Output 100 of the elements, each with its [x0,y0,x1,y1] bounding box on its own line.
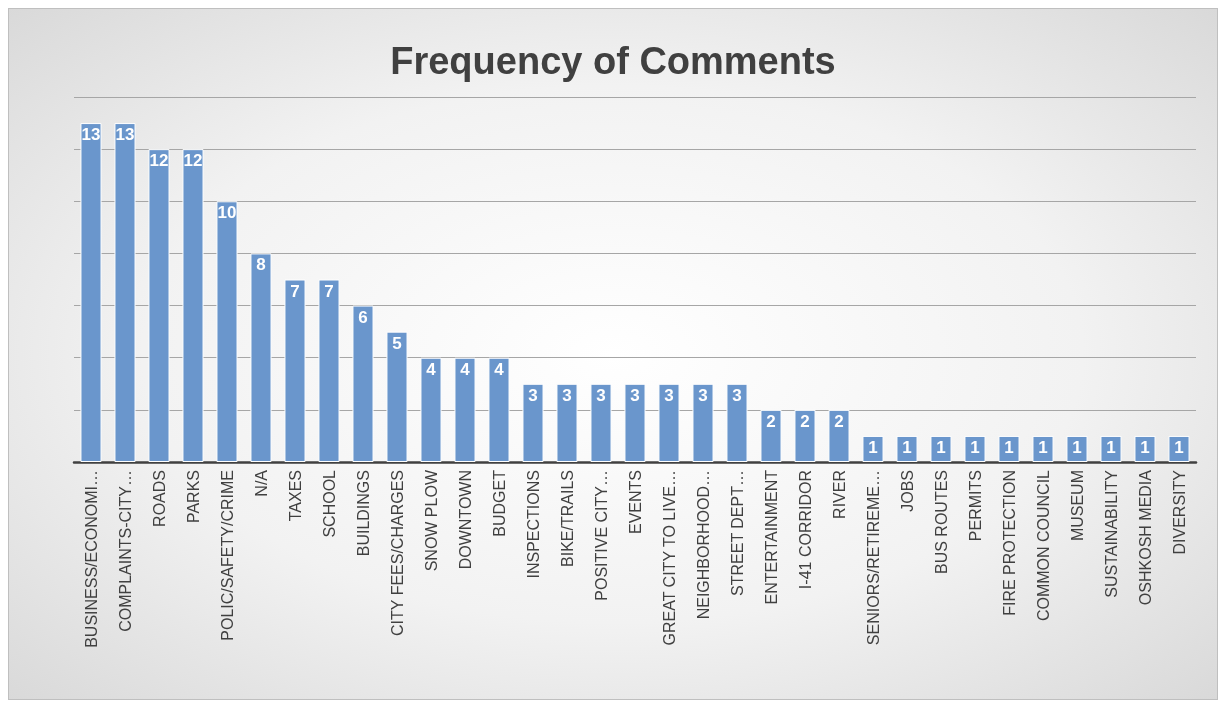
data-label: 10 [217,203,237,223]
bar [182,149,204,462]
bar [862,435,884,462]
chart-title: Frequency of Comments [390,40,836,82]
data-label: 1 [1038,437,1048,457]
data-label: 3 [732,385,742,405]
bar [454,357,476,462]
bar [386,331,408,462]
x-tick-label: JOBS [898,470,916,512]
bar [658,383,680,462]
bar [964,435,986,462]
data-label: 5 [392,333,402,353]
bar [80,123,102,462]
bar [318,279,340,462]
x-tick-label: POLIC/SAFETY/CRIME [218,470,236,641]
data-label: 3 [596,385,606,405]
data-label: 2 [766,411,776,431]
data-label: 4 [460,359,471,379]
x-tick-label: STREET DEPT… [728,470,746,596]
bar [930,435,952,462]
bar [522,383,544,462]
data-label: 13 [81,125,101,145]
bar [352,305,374,462]
x-tick-label: FIRE PROTECTION [1000,470,1018,616]
x-tick-label: SUSTAINABILITY [1102,469,1120,598]
data-label: 8 [256,255,266,275]
bar [216,201,238,462]
data-label: 7 [290,281,300,301]
bar [590,383,612,462]
bar [250,253,272,462]
x-tick-label: I-41 CORRIDOR [796,470,814,590]
data-label: 3 [630,385,640,405]
x-tick-label: MUSEUM [1068,470,1086,542]
x-tick-label: BIKE/TRAILS [558,470,576,567]
bar [556,383,578,462]
x-tick-label: BUSINESS/ECONOMI… [82,470,100,648]
x-tick-label: SCHOOL [320,469,338,538]
bar [760,409,782,462]
data-label: 3 [698,385,708,405]
data-label: 1 [1106,437,1116,457]
x-tick-label: DIVERSITY [1170,469,1188,555]
bar [726,383,748,462]
bar [624,383,646,462]
x-tick-label: SENIORS/RETIREME… [864,470,882,646]
data-label: 4 [426,359,437,379]
data-label: 1 [970,437,980,457]
data-label: 1 [1174,437,1184,457]
data-label: 3 [664,385,674,405]
bar [148,149,170,462]
bar [1134,435,1156,462]
bar [998,435,1020,462]
data-label: 12 [149,151,169,171]
x-tick-label: INSPECTIONS [524,470,542,579]
data-label: 1 [1140,437,1150,457]
x-tick-label: ENTERTAINMENT [762,469,780,605]
x-tick-label: PARKS [184,470,202,524]
data-label: 2 [800,411,810,431]
x-tick-label: CITY FEES/CHARGES [388,470,406,636]
data-label: 2 [834,411,844,431]
data-label: 3 [528,385,538,405]
data-label: 3 [562,385,572,405]
x-tick-label: PERMITS [966,470,984,542]
bar [1066,435,1088,462]
bar [488,357,510,462]
data-label: 12 [183,151,203,171]
x-tick-label: RIVER [830,470,848,519]
x-tick-label: BUDGET [490,469,508,537]
x-tick-label: BUS ROUTES [932,470,950,575]
x-tick-label: COMMON COUNCIL [1034,469,1052,622]
x-tick-label: TAXES [286,470,304,522]
x-tick-label: EVENTS [626,470,644,535]
data-label: 1 [1072,437,1082,457]
data-label: 1 [936,437,946,457]
bar [794,409,816,462]
data-label: 1 [1004,437,1014,457]
x-tick-label: GREAT CITY TO LIVE… [660,470,678,646]
x-tick-label: NEIGHBORHOOD… [694,470,712,620]
data-label: 1 [902,437,912,457]
bar [828,409,850,462]
x-tick-label: SNOW PLOW [422,469,440,572]
x-tick-label: BUILDINGS [354,470,372,557]
x-tick-label: DOWNTOWN [456,470,474,570]
bar [692,383,714,462]
bar [896,435,918,462]
data-label: 6 [358,307,368,327]
bar [1032,435,1054,462]
data-label: 1 [868,437,878,457]
bar [284,279,306,462]
x-tick-label: POSITIVE CITY… [592,470,610,601]
data-label: 4 [494,359,505,379]
data-label: 13 [115,125,135,145]
x-tick-label: ROADS [150,470,168,527]
data-label: 7 [324,281,334,301]
x-tick-label: COMPLAINTS-CITY… [116,470,134,632]
bar [1168,435,1190,462]
bar [420,357,442,462]
x-tick-label: OSHKOSH MEDIA [1136,469,1154,606]
x-tick-label: N/A [252,469,270,497]
bar [1100,435,1122,462]
bar [114,123,136,462]
